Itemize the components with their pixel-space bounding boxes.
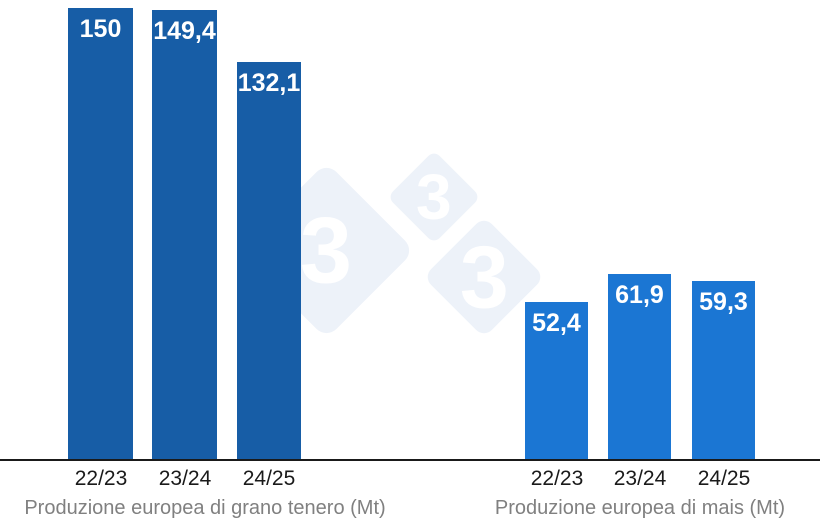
tick-mais-2223: 22/23	[530, 467, 584, 490]
bar-mais-2324: 61,9	[608, 273, 671, 460]
tick-mais-2425: 24/25	[697, 467, 751, 490]
tick-grano-2223: 22/23	[74, 467, 128, 490]
bar-grano-2425: 132,1	[237, 62, 301, 460]
bar-grano-2324: 149,4	[152, 9, 217, 460]
axis-title-mais: Produzione europea di mais (Mt)	[494, 497, 786, 519]
watermark-digit: 3	[459, 226, 509, 326]
tick-grano-2324: 23/24	[158, 467, 212, 490]
x-axis-line	[0, 459, 820, 461]
bar-grano-2223: 150	[68, 8, 133, 460]
bar-value-label: 150	[79, 15, 122, 44]
bar-value-label: 132,1	[237, 69, 301, 97]
axis-title-grano: Produzione europea di grano tenero (Mt)	[24, 497, 386, 519]
tick-mais-2324: 23/24	[613, 467, 667, 490]
watermark-digit: 3	[300, 197, 353, 303]
watermark-digit: 3	[416, 161, 452, 233]
bar-value-label: 52,4	[532, 309, 581, 338]
tick-grano-2425: 24/25	[242, 467, 296, 490]
bar-value-label: 149,4	[153, 16, 216, 45]
bar-mais-2223: 52,4	[525, 302, 588, 460]
bar-mais-2425: 59,3	[692, 281, 755, 460]
bar-value-label: 61,9	[615, 280, 664, 309]
bar-value-label: 59,3	[699, 288, 748, 317]
